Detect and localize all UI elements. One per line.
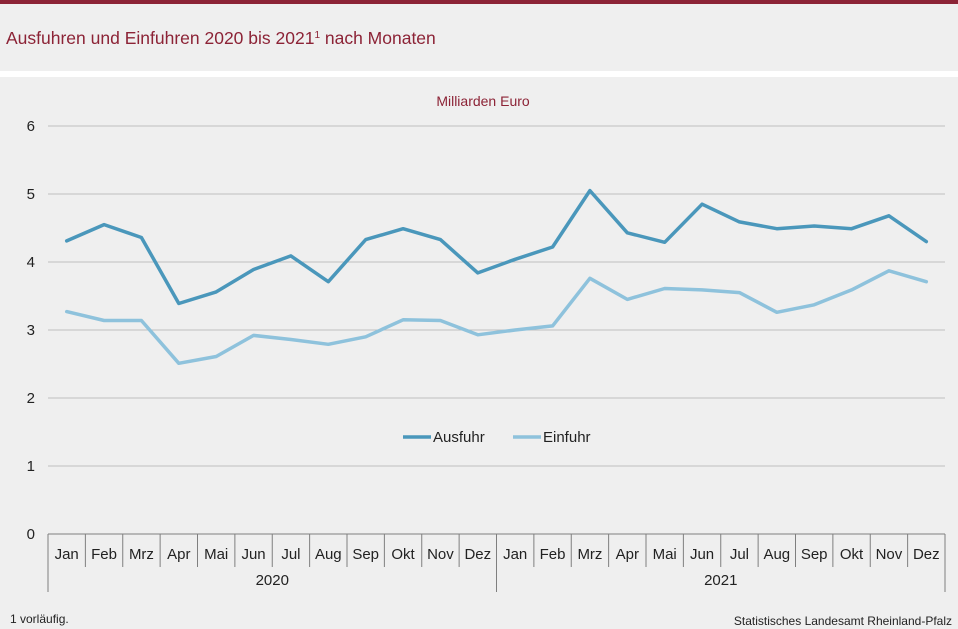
data-series (64, 188, 929, 366)
x-tick-label: Feb (540, 546, 566, 563)
x-tick-label: Jan (503, 546, 527, 563)
legend-label-einfuhr: Einfuhr (543, 429, 591, 446)
y-tick-label-0: 0 (27, 526, 35, 543)
x-tick-label: Apr (616, 546, 639, 563)
y-tick-label-3: 3 (27, 322, 35, 339)
y-tick-label-1: 1 (27, 458, 35, 475)
x-tick-label: Dez (913, 546, 940, 563)
x-tick-label: Mrz (577, 546, 602, 563)
x-axis: Jan Feb Mrz Apr Mai Jun Jul Aug Sep Okt Nov Dez Jan F… (47, 533, 946, 592)
x-tick-label: Jun (241, 546, 265, 563)
title-footnote-mark: 1 (314, 30, 320, 41)
y-tick-label-5: 5 (27, 186, 35, 203)
y-tick-label-6: 6 (27, 118, 35, 135)
x-tick-label: Jan (55, 546, 79, 563)
top-accent-bar (0, 0, 958, 4)
x-tick-label: Mai (653, 546, 677, 563)
y-tick-label-4: 4 (27, 254, 35, 271)
series-line-ausfuhr (64, 188, 929, 306)
x-tick-label: Sep (352, 546, 379, 563)
x-tick-label: Apr (167, 546, 190, 563)
grid-lines (48, 125, 945, 467)
source-label: Statistisches Landesamt Rheinland-Pfalz (733, 614, 952, 628)
year-label-2020: 2020 (256, 572, 289, 589)
x-tick-label: Sep (801, 546, 828, 563)
x-tick-label: Okt (391, 546, 415, 563)
x-tick-label: Jun (690, 546, 714, 563)
x-tick-label: Dez (464, 546, 491, 563)
legend: Ausfuhr Einfuhr (403, 429, 591, 446)
unit-label: Milliarden Euro (436, 93, 530, 109)
x-tick-label: Mai (204, 546, 228, 563)
chart-title: Ausfuhren und Einfuhren 2020 bis 20211 n… (6, 28, 436, 49)
x-tick-label: Jul (730, 546, 749, 563)
x-tick-label: Jul (281, 546, 300, 563)
x-tick-label: Feb (91, 546, 117, 563)
x-tick-label: Okt (840, 546, 864, 563)
series-line-einfuhr (64, 269, 929, 366)
x-tick-label: Aug (315, 546, 342, 563)
chart-title-text: Ausfuhren und Einfuhren 2020 bis 2021 (6, 28, 315, 48)
legend-label-ausfuhr: Ausfuhr (433, 429, 485, 446)
y-axis-ticks: 0 1 2 3 4 5 6 (27, 118, 35, 543)
footnote: 1 vorläufig. (10, 612, 69, 626)
x-tick-label: Nov (876, 546, 903, 563)
year-label-2021: 2021 (704, 572, 737, 589)
x-tick-label: Nov (427, 546, 454, 563)
header-separator (0, 71, 958, 77)
chart-title-suffix: nach Monaten (320, 28, 436, 48)
x-tick-label: Aug (763, 546, 790, 563)
y-tick-label-2: 2 (27, 390, 35, 407)
x-tick-label: Mrz (129, 546, 154, 563)
